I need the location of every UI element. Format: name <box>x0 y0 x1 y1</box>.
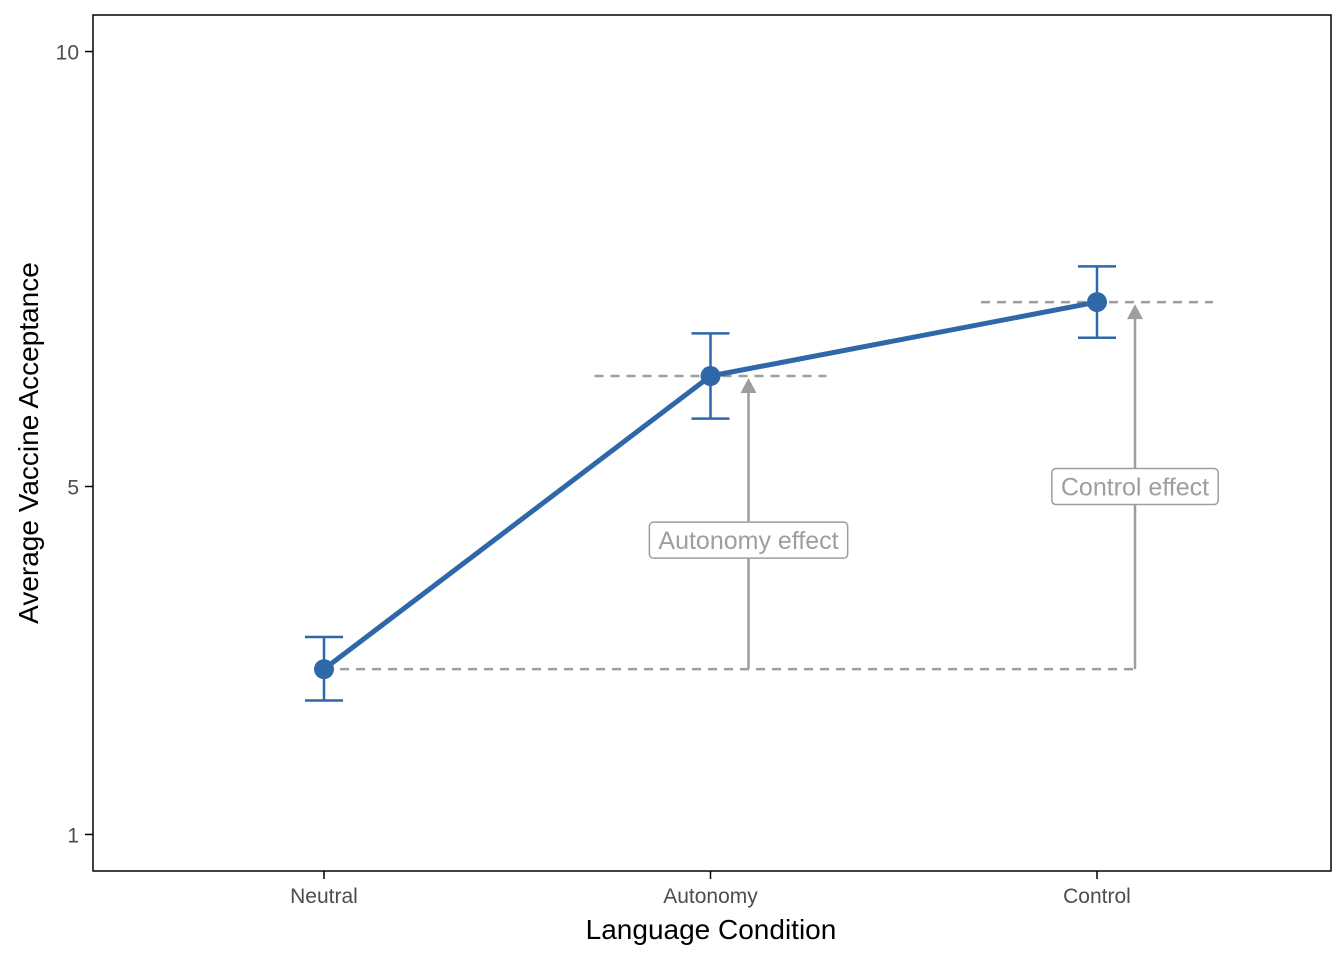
data-point-control <box>1087 292 1107 313</box>
axes: 1 5 10 Neutral Autonomy Control <box>56 42 1131 908</box>
annotation-label-0: Autonomy effect <box>648 521 849 559</box>
data-point-neutral <box>314 659 334 680</box>
plot-panel <box>92 14 1332 872</box>
y-tick-label-1: 1 <box>67 824 79 847</box>
y-tick-label-5: 5 <box>67 476 79 499</box>
annotation-text-1: Control effect <box>1061 473 1209 501</box>
annotation-box-0 <box>648 521 849 559</box>
x-tick-label-autonomy: Autonomy <box>663 885 758 908</box>
annotation-arrowhead-1 <box>1127 304 1143 320</box>
y-axis-title: Average Vaccine Acceptance <box>13 262 44 624</box>
annotations: Autonomy effect Control effect <box>648 304 1219 670</box>
x-tick-label-control: Control <box>1063 885 1131 908</box>
annotation-text-0: Autonomy effect <box>658 527 838 555</box>
annotation-arrowhead-0 <box>740 378 757 394</box>
annotation-box-1 <box>1051 467 1219 506</box>
y-tick-label-10: 10 <box>56 42 79 65</box>
series <box>305 265 1116 702</box>
x-tick-label-neutral: Neutral <box>290 885 358 908</box>
annotation-label-1: Control effect <box>1051 467 1219 506</box>
x-axis-title: Language Condition <box>586 914 837 945</box>
data-point-autonomy <box>700 366 721 387</box>
